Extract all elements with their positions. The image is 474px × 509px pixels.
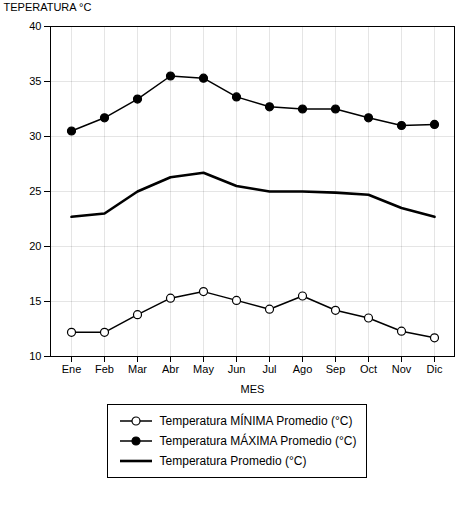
svg-text:Feb: Feb bbox=[95, 363, 114, 375]
svg-text:35: 35 bbox=[29, 75, 41, 87]
svg-text:30: 30 bbox=[29, 130, 41, 142]
html-text:Temperatura Promedio (°C): Temperatura Promedio (°C) bbox=[159, 454, 307, 468]
svg-text:Nov: Nov bbox=[392, 363, 412, 375]
svg-text:40: 40 bbox=[29, 20, 41, 32]
svg-text:Abr: Abr bbox=[162, 363, 179, 375]
html-text:Temperatura MÁXIMA Promedio (°: Temperatura MÁXIMA Promedio (°C) bbox=[159, 434, 357, 448]
svg-text:Oct: Oct bbox=[360, 363, 377, 375]
svg-text:TEPERATURA °C: TEPERATURA °C bbox=[4, 1, 92, 13]
svg-text:May: May bbox=[193, 363, 214, 375]
svg-text:Ago: Ago bbox=[293, 363, 313, 375]
svg-text:Jul: Jul bbox=[262, 363, 276, 375]
svg-text:Mar: Mar bbox=[128, 363, 147, 375]
svg-text:20: 20 bbox=[29, 240, 41, 252]
svg-text:Ene: Ene bbox=[62, 363, 82, 375]
svg-text:Dic: Dic bbox=[427, 363, 443, 375]
svg-text:Sep: Sep bbox=[326, 363, 346, 375]
svg-text:15: 15 bbox=[29, 295, 41, 307]
svg-text:Jun: Jun bbox=[228, 363, 246, 375]
svg-text:25: 25 bbox=[29, 185, 41, 197]
html-text:Temperatura MÍNIMA Promedio (°: Temperatura MÍNIMA Promedio (°C) bbox=[159, 414, 353, 428]
svg-text:MES: MES bbox=[241, 383, 265, 395]
svg-text:10: 10 bbox=[29, 350, 41, 362]
